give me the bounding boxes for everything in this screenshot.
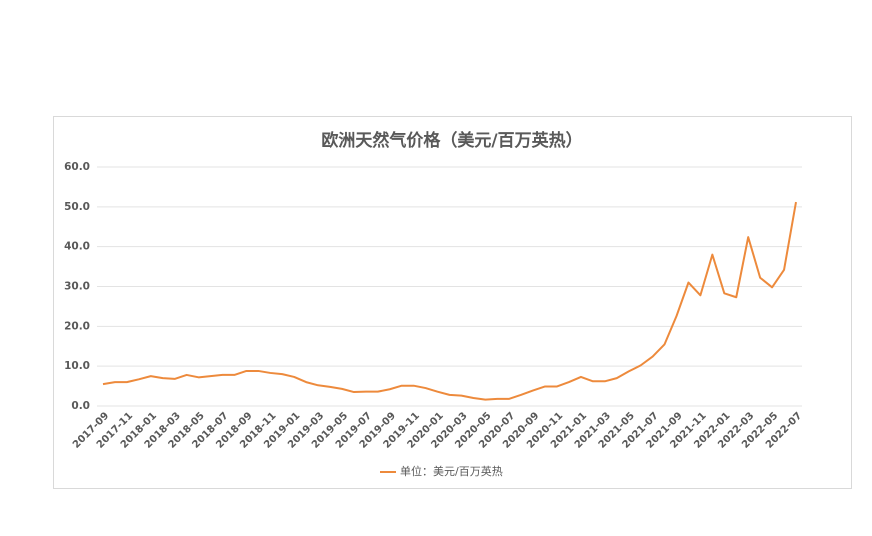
y-tick-label: 10.0 <box>64 360 90 372</box>
legend-label: 单位：美元/百万英热 <box>400 464 503 478</box>
chart-title: 欧洲天然气价格（美元/百万英热） <box>321 130 582 151</box>
y-tick-label: 30.0 <box>64 281 90 293</box>
y-tick-label: 20.0 <box>64 320 90 332</box>
y-tick-label: 60.0 <box>64 161 90 173</box>
y-tick-label: 50.0 <box>64 201 90 213</box>
data-line <box>102 201 797 401</box>
y-tick-label: 40.0 <box>64 241 90 253</box>
chart-frame <box>53 116 852 489</box>
y-tick-label: 0.0 <box>71 400 90 412</box>
